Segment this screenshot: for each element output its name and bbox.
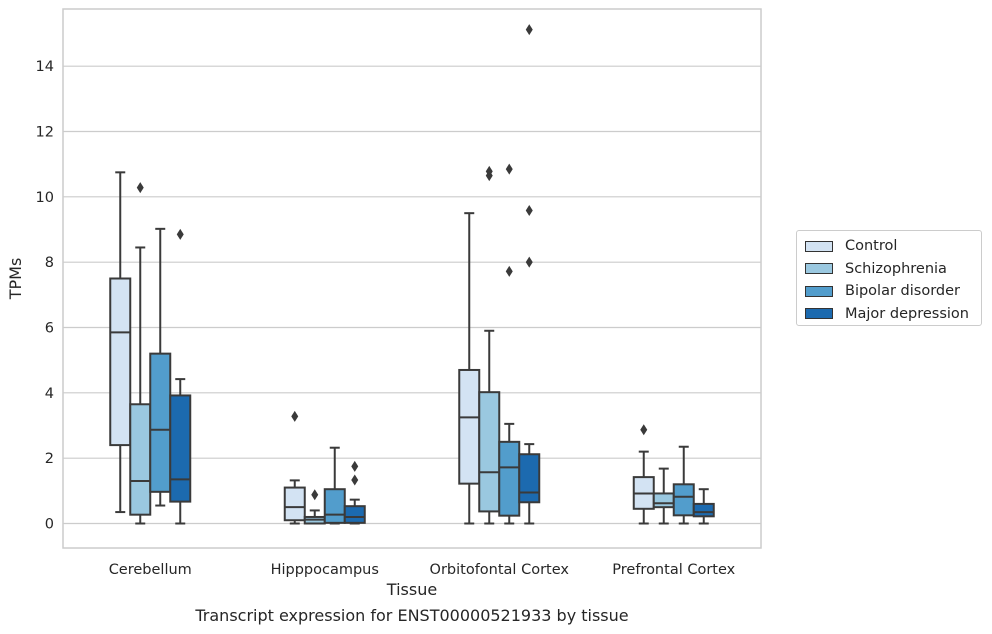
box-cerebellum-bipolar-disorder (149, 227, 172, 507)
legend-label-bipolar-disorder: Bipolar disorder (845, 283, 960, 300)
box-hipppocampus-schizophrenia (303, 489, 326, 525)
legend-swatch-schizophrenia (805, 263, 833, 275)
iqr-box (129, 403, 152, 516)
box-cerebellum-control (109, 171, 132, 514)
iqr-box (458, 368, 481, 485)
iqr-box (323, 488, 346, 524)
legend-label-schizophrenia: Schizophrenia (845, 260, 947, 277)
legend-label-control: Control (845, 238, 898, 255)
legend-item-schizophrenia: Schizophrenia (805, 258, 981, 281)
outlier-point (351, 460, 359, 472)
x-tick-label: Prefrontal Cortex (612, 562, 735, 578)
outlier-point (485, 165, 493, 177)
box-prefrontal-cortex-major-depression (692, 488, 715, 525)
outlier-point (525, 24, 533, 36)
box-orbitofontal-cortex-schizophrenia (478, 165, 501, 525)
iqr-box (283, 486, 306, 522)
box-prefrontal-cortex-bipolar-disorder (672, 445, 695, 525)
iqr-box (478, 391, 501, 513)
legend-item-major-depression: Major depression (805, 303, 981, 326)
x-tick-label: Orbitofontal Cortex (430, 562, 570, 578)
legend-item-control: Control (805, 235, 981, 258)
legend-label-major-depression: Major depression (845, 305, 969, 322)
y-tick-label: 0 (45, 517, 54, 533)
y-tick-label: 8 (45, 255, 54, 271)
legend-swatch-major-depression (805, 308, 833, 320)
y-tick-label: 6 (45, 321, 54, 337)
x-tick-label: Cerebellum (109, 562, 192, 578)
legend-swatch-control (805, 240, 833, 252)
iqr-box (652, 492, 675, 509)
iqr-box (343, 505, 366, 524)
box-orbitofontal-cortex-bipolar-disorder (498, 163, 521, 525)
iqr-box (169, 394, 192, 503)
x-axis-label: Tissue (386, 580, 437, 599)
box-hipppocampus-major-depression (343, 460, 366, 525)
iqr-box (518, 453, 541, 504)
outlier-point (291, 410, 299, 422)
outlier-point (311, 489, 319, 501)
y-tick-label: 4 (45, 386, 54, 402)
box-prefrontal-cortex-control (632, 424, 655, 525)
box-hipppocampus-control (283, 410, 306, 525)
y-tick-label: 2 (45, 451, 54, 467)
y-axis-label: TPMs (6, 258, 25, 301)
legend-item-bipolar-disorder: Bipolar disorder (805, 280, 981, 303)
outlier-point (525, 256, 533, 268)
outlier-point (505, 163, 513, 175)
box-cerebellum-major-depression (169, 228, 192, 525)
outlier-point (176, 228, 184, 240)
y-tick-label: 14 (36, 59, 54, 75)
y-tick-label: 10 (36, 190, 54, 206)
legend-swatch-bipolar-disorder (805, 285, 833, 297)
box-hipppocampus-bipolar-disorder (323, 446, 346, 525)
x-tick-label: Hipppocampus (271, 562, 379, 578)
outlier-point (525, 205, 533, 217)
box-orbitofontal-cortex-major-depression (518, 24, 541, 525)
iqr-box (109, 277, 132, 447)
iqr-box (692, 502, 715, 518)
plot-frame (62, 8, 762, 549)
chart-legend: Control Schizophrenia Bipolar disorder M… (796, 230, 982, 326)
outlier-point (640, 424, 648, 436)
box-cerebellum-schizophrenia (129, 182, 152, 525)
iqr-box (672, 483, 695, 517)
outlier-point (136, 182, 144, 194)
box-orbitofontal-cortex-control (458, 212, 481, 525)
iqr-box (498, 440, 521, 517)
chart-caption: Transcript expression for ENST0000052193… (195, 606, 629, 625)
iqr-box (149, 352, 172, 493)
outlier-point (505, 265, 513, 277)
box-prefrontal-cortex-schizophrenia (652, 467, 675, 525)
y-tick-label: 12 (36, 125, 54, 141)
outlier-point (351, 474, 359, 486)
